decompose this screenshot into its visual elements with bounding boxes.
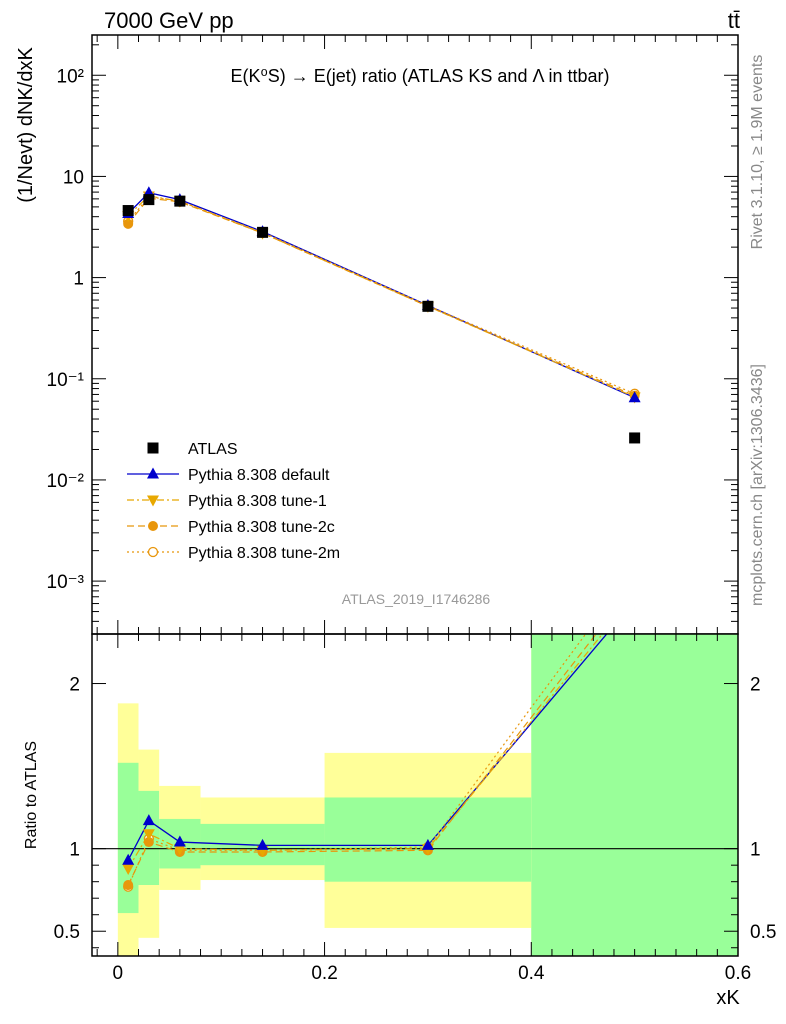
ratio-y-tick-label-right: 2	[750, 675, 761, 696]
energy-label: 7000 GeV pp	[104, 8, 234, 33]
main-point-atlas	[422, 300, 434, 312]
ratio-point-pythia-8-308-tune-2c	[123, 879, 134, 890]
main-y-tick-label: 10²	[57, 66, 84, 87]
main-point-pythia-8-308-default	[628, 391, 641, 403]
main-y-tick-label: 10⁻²	[47, 471, 85, 492]
x-axis-label: xK	[716, 987, 740, 1009]
ratio-point-pythia-8-308-tune-1	[173, 844, 186, 856]
main-point-pythia-8-308-tune-2c	[123, 218, 134, 229]
legend-label-pythia-8-308-tune-1: Pythia 8.308 tune-1	[188, 493, 327, 510]
ratio-y-tick-label-right: 1	[750, 840, 761, 861]
ratio-point-pythia-8-308-default	[421, 838, 434, 850]
main-point-atlas	[174, 195, 186, 207]
x-tick-label: 0	[113, 963, 124, 984]
main-y-tick-label: 10⁻³	[47, 572, 85, 593]
legend-label-pythia-8-308-tune-2c: Pythia 8.308 tune-2c	[188, 519, 335, 536]
main-y-tick-label: 10	[63, 167, 84, 188]
main-title: E(K⁰S) → E(jet) ratio (ATLAS KS and Λ in…	[230, 66, 609, 86]
ratio-point-pythia-8-308-default	[142, 814, 155, 826]
main-line-pythia-8-308-tune-2c	[127, 197, 635, 397]
ratio-point-pythia-8-308-tune-1	[122, 863, 135, 875]
ratio-point-pythia-8-308-tune-1	[142, 829, 155, 841]
ratio-y-tick-label-right: 0.5	[750, 922, 776, 943]
x-tick-label: 0.2	[311, 963, 337, 984]
ratio-point-pythia-8-308-tune-2c	[143, 837, 154, 848]
main-point-atlas	[257, 226, 269, 238]
rivet-version-text: Rivet 3.1.10, ≥ 1.9M events	[749, 55, 766, 250]
legend-marker-pythia-8-308-tune-2c	[148, 521, 158, 531]
uncertainty-band-inner	[531, 634, 738, 956]
ratio-line-pythia-8-308-tune-2m	[127, 634, 587, 887]
ratio-point-pythia-8-308-default	[122, 853, 135, 865]
legend-marker-pythia-8-308-tune-2m	[147, 546, 159, 558]
ratio-y-tick-label-left: 0.5	[54, 922, 80, 943]
ratio-panel: Ratio to ATLAS 0.5 0.5 1 1 2 2 0 0.2 0.4 0.6 xK	[23, 633, 776, 1009]
ratio-y-axis-label: Ratio to ATLAS	[23, 741, 40, 849]
legend-marker-pythia-8-308-tune-1	[147, 495, 159, 507]
ratio-line-pythia-8-308-default	[127, 634, 608, 861]
ratio-frame	[91, 633, 739, 957]
main-line-pythia-8-308-default	[127, 192, 635, 399]
mcplots-reference-text: mcplots.cern.ch [arXiv:1306.3436]	[749, 364, 766, 606]
ratio-line-pythia-8-308-tune-2c	[127, 634, 597, 886]
legend-marker-pythia-8-308-default	[147, 467, 159, 479]
process-label: tt̄	[728, 8, 740, 33]
main-y-tick-label: 1	[73, 269, 84, 290]
ratio-y-tick-label-left: 1	[69, 840, 80, 861]
ratio-y-tick-label-left: 2	[69, 675, 80, 696]
ratio-point-pythia-8-308-default	[173, 835, 186, 847]
legend: ATLAS Pythia 8.308 default Pythia 8.308 tu…	[127, 441, 340, 562]
main-panel: E(K⁰S) → E(jet) ratio (ATLAS KS and Λ in…	[15, 34, 739, 635]
main-point-atlas	[629, 432, 641, 444]
watermark: ATLAS_2019_I1746286	[342, 591, 491, 607]
main-point-atlas	[143, 194, 155, 206]
main-point-atlas	[122, 205, 134, 217]
main-line-pythia-8-308-tune-1	[127, 195, 635, 398]
main-y-axis-label: (1/Nevt) dNK/dxK	[15, 47, 37, 203]
legend-marker-atlas	[147, 442, 159, 454]
x-tick-label: 0.4	[518, 963, 545, 984]
uncertainty-band-inner	[117, 762, 139, 914]
ratio-series-group	[122, 634, 608, 892]
legend-label-atlas: ATLAS	[188, 441, 238, 458]
ratio-point-pythia-8-308-default	[256, 838, 269, 850]
main-y-tick-label: 10⁻¹	[47, 370, 85, 391]
legend-label-pythia-8-308-tune-2m: Pythia 8.308 tune-2m	[188, 545, 340, 562]
x-tick-label: 0.6	[725, 963, 751, 984]
legend-label-pythia-8-308-default: Pythia 8.308 default	[188, 467, 330, 484]
